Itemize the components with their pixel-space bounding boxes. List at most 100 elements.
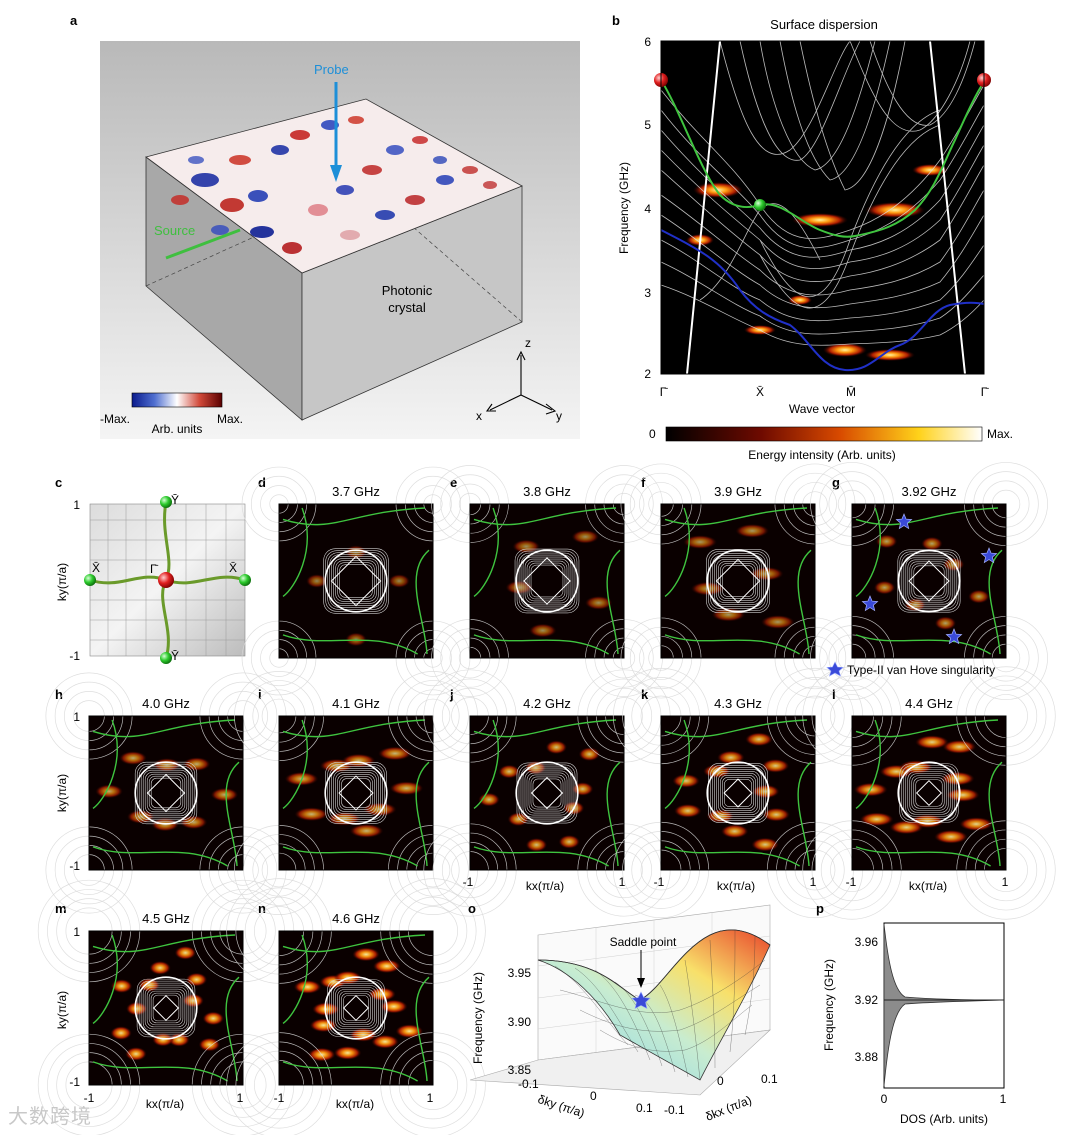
xtick: X̄ xyxy=(756,385,764,399)
o-xlabel: δky (π/a) xyxy=(536,1092,586,1120)
central-contour xyxy=(899,551,959,611)
central-contour xyxy=(712,767,764,819)
axes-triad xyxy=(485,350,557,415)
panel-frame xyxy=(278,503,434,659)
central-contour xyxy=(722,565,754,597)
central-contour xyxy=(341,993,371,1023)
intensity-spot xyxy=(942,739,977,754)
central-contour xyxy=(520,766,574,820)
central-contour xyxy=(337,989,375,1027)
intensity-spot xyxy=(182,757,211,772)
bz-grid xyxy=(90,504,245,656)
central-contour xyxy=(720,775,756,811)
panel-b-xlabel: Wave vector xyxy=(789,402,855,416)
label-x-left: X̄ xyxy=(92,561,100,575)
central-contour xyxy=(136,978,196,1038)
central-contour xyxy=(710,553,766,609)
panel-n-title: 4.6 GHz xyxy=(332,911,380,926)
central-contour xyxy=(331,768,381,818)
panel-g: g 3.92 GHz xyxy=(810,462,1048,700)
intensity-spot xyxy=(119,751,147,765)
panel-frame xyxy=(469,503,625,659)
inner-ring xyxy=(897,549,961,613)
p-ylabel: Frequency (GHz) xyxy=(822,959,836,1051)
surface-state-arc xyxy=(855,507,1003,655)
panel-label-m: m xyxy=(55,901,67,916)
panel-frame xyxy=(88,930,244,1086)
panel-label-f: f xyxy=(641,475,646,490)
source-antenna xyxy=(165,228,241,260)
panel-label-p: p xyxy=(816,901,824,916)
k-xtick-left: -1 xyxy=(654,875,665,889)
inner-ring xyxy=(515,761,579,825)
inner-ring xyxy=(134,761,198,825)
panel-g-legend: Type-II van Hove singularity xyxy=(826,661,995,677)
intensity-spot xyxy=(571,529,600,544)
intensity-spot xyxy=(507,812,530,827)
panel-label-e: e xyxy=(450,475,457,490)
intensity-spot xyxy=(578,747,601,762)
cbar-a-min: -Max. xyxy=(100,412,130,426)
central-contour xyxy=(710,765,766,821)
intensity-spot xyxy=(889,820,924,835)
inner-diamond xyxy=(338,775,374,811)
k-xlabel: kx(π/a) xyxy=(717,879,755,893)
contour-background xyxy=(852,504,1006,658)
panel-frame xyxy=(851,715,1007,871)
central-contour xyxy=(901,553,957,609)
central-contour xyxy=(905,769,953,817)
central-contour xyxy=(516,550,578,612)
intensity-spot xyxy=(372,959,401,974)
inner-ring xyxy=(324,549,388,613)
central-contour xyxy=(899,763,959,823)
intensity-spot xyxy=(179,815,208,830)
c-ytick-bottom: -1 xyxy=(69,649,80,663)
bulk-bands xyxy=(660,40,985,346)
panel-f: f 3.9 GHz xyxy=(620,463,856,699)
central-contour xyxy=(148,775,184,811)
o-xtick: 0 xyxy=(590,1089,597,1103)
panel-o: o Saddle point xyxy=(468,901,778,1124)
c-ylabel: ky(π/a) xyxy=(55,563,69,601)
x-point-left xyxy=(84,574,96,586)
intensity-spot xyxy=(545,740,568,755)
central-contour xyxy=(335,987,377,1029)
panel-b-title: Surface dispersion xyxy=(770,17,878,32)
surface-state-arc xyxy=(473,719,621,867)
central-contour xyxy=(333,985,379,1031)
dos-plot-frame xyxy=(883,922,1005,1089)
inner-diamond xyxy=(523,557,571,605)
panel-label-k: k xyxy=(641,687,649,702)
light-line-left xyxy=(686,40,721,375)
intensity-spot xyxy=(110,1026,132,1040)
xtick: M̄ xyxy=(846,385,856,399)
intensity-spot xyxy=(735,523,770,538)
intensity-spot xyxy=(859,812,894,827)
p-xtick: 1 xyxy=(1000,1092,1007,1106)
central-contour xyxy=(526,772,568,814)
central-contour xyxy=(327,764,385,822)
h-ytick-top: 1 xyxy=(73,710,80,724)
panel-label-i: i xyxy=(258,687,262,702)
intensity-spot xyxy=(95,784,123,799)
ytick: 4 xyxy=(644,202,651,216)
x-point-right xyxy=(239,574,251,586)
inner-diamond xyxy=(915,779,943,807)
central-contour xyxy=(146,988,186,1028)
central-contour xyxy=(333,770,379,816)
axis-x: x xyxy=(476,409,482,423)
central-contour xyxy=(915,779,943,807)
central-contour xyxy=(337,774,375,812)
xtick: Γ̄ xyxy=(981,385,990,399)
panel-j-title: 4.2 GHz xyxy=(523,696,571,711)
panel-label-a: a xyxy=(70,13,78,28)
van-hove-star-icon xyxy=(945,628,963,645)
gamma-point xyxy=(158,572,174,588)
intensity-spot xyxy=(968,589,990,604)
panel-b-ylabel: Frequency (GHz) xyxy=(617,162,631,254)
panel-label-j: j xyxy=(449,687,454,702)
saddle-arrow xyxy=(637,978,645,988)
intensity-spot xyxy=(174,945,197,960)
intensity-spot xyxy=(745,732,773,747)
